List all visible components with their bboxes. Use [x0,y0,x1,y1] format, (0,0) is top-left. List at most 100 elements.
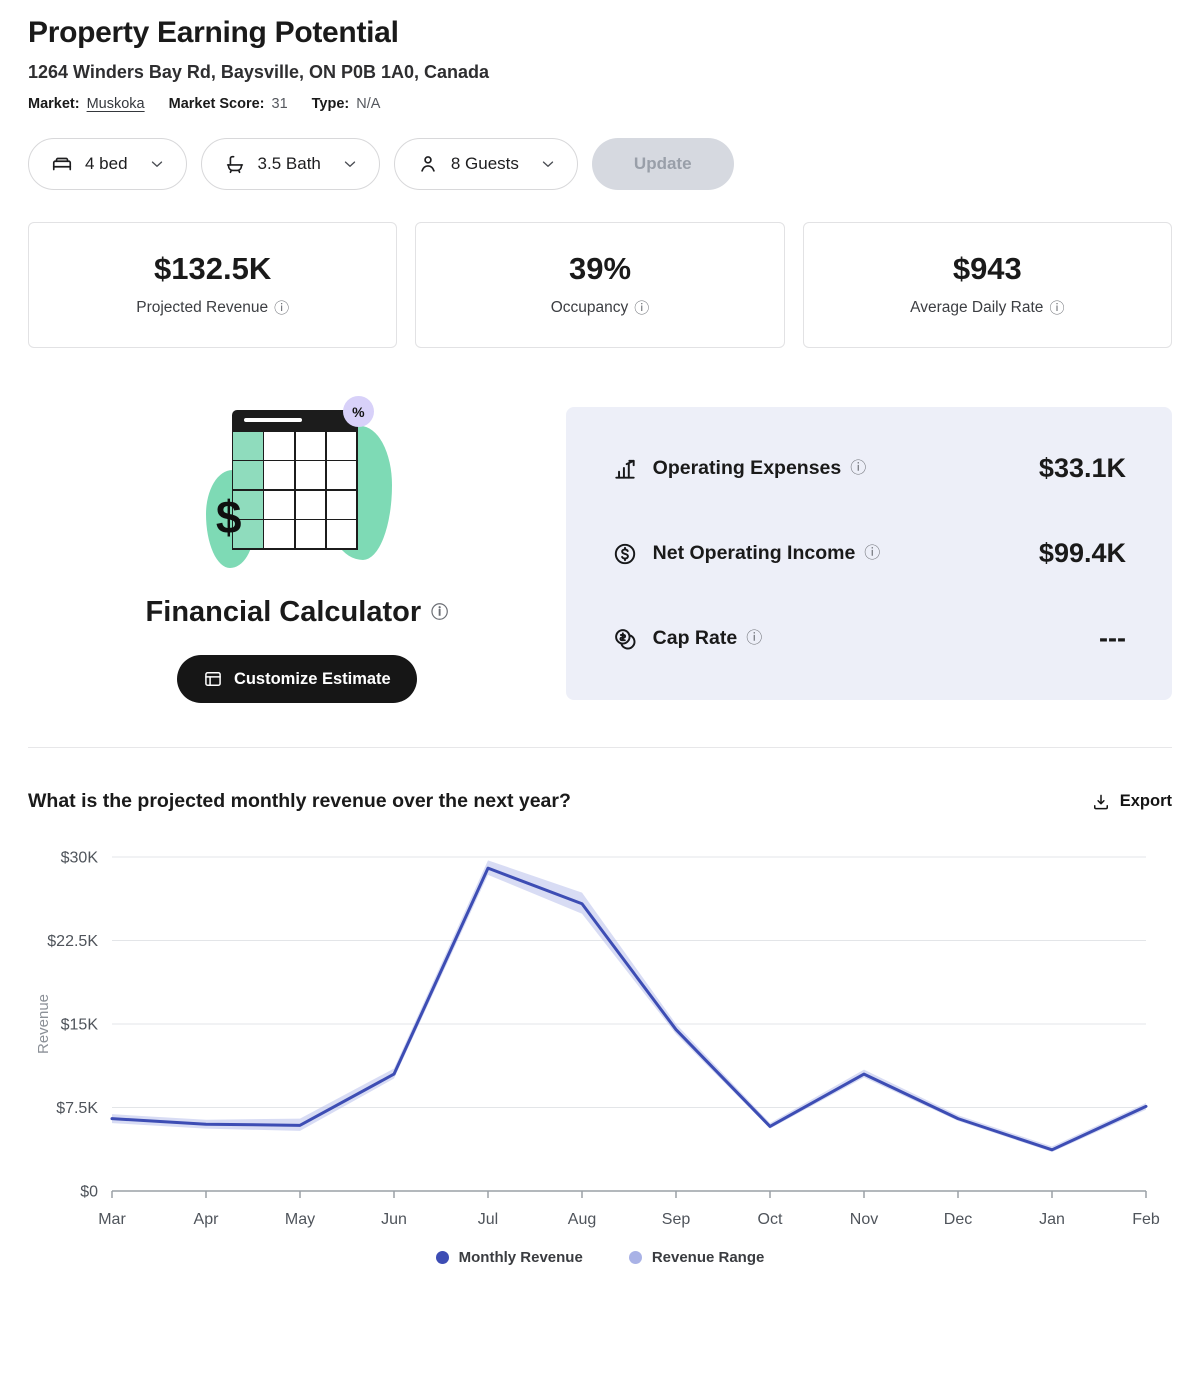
spreadsheet-graphic [231,410,358,550]
guests-value: 8 Guests [450,154,519,173]
stat-label-text: Occupancy [550,299,629,316]
chart-header: What is the projected monthly revenue ov… [28,790,1172,813]
info-icon[interactable]: ⓘ [634,299,650,317]
update-button[interactable]: Update [591,138,734,190]
net-operating-income-value: $99.4K [1038,538,1126,568]
financial-calculator-section: % $ Financial Calculator ⓘ Customize Est… [28,396,1172,703]
market-link[interactable]: Muskoka [86,96,145,112]
svg-text:Dec: Dec [944,1211,972,1228]
svg-text:$22.5K: $22.5K [47,933,98,950]
section-divider [28,747,1172,748]
chevron-down-icon [542,161,554,167]
cap-rate-row: Cap Rate ⓘ --- [612,623,1126,654]
cap-rate-value: --- [1099,623,1126,653]
net-operating-income-label: Net Operating Income [652,542,856,564]
legend-label: Revenue Range [651,1249,765,1266]
svg-text:$15K: $15K [61,1017,99,1034]
calculator-title: Financial Calculator [145,596,422,628]
info-icon[interactable]: ⓘ [1049,299,1065,317]
bath-icon [226,155,243,174]
beds-value: 4 bed [85,154,128,173]
page-title: Property Earning Potential [28,16,399,49]
svg-text:$0: $0 [80,1184,98,1201]
operating-expenses-row: Operating Expenses ⓘ $33.1K [612,453,1126,484]
financial-calculator-illustration: % $ [205,396,392,568]
stat-cards: $132.5K Projected Revenue ⓘ 39% Occupanc… [28,222,1172,348]
svg-text:May: May [285,1211,315,1228]
projected-revenue-label: Projected Revenue ⓘ [39,299,386,317]
svg-text:Jul: Jul [478,1211,498,1228]
percent-badge-icon: % [342,396,374,427]
filter-bar: 4 bed 3.5 Bath 8 Guests Update [28,138,1172,190]
expenses-chart-icon [615,459,635,479]
stat-label-text: Average Daily Rate [910,299,1044,316]
dollar-circle-icon [614,543,635,564]
beds-dropdown[interactable]: 4 bed [28,138,187,190]
financial-summary-panel: Operating Expenses ⓘ $33.1K Net Operatin… [565,407,1172,700]
svg-text:Mar: Mar [98,1211,126,1228]
market-label: Market: [28,96,80,112]
card-icon [205,672,221,686]
info-icon[interactable]: ⓘ [850,459,867,477]
svg-text:Oct: Oct [758,1211,783,1228]
legend-label: Monthly Revenue [458,1249,583,1266]
svg-text:Sep: Sep [662,1211,691,1228]
dollar-sign-icon: $ [215,491,242,543]
projected-revenue-value: $132.5K [154,251,272,286]
legend-monthly-revenue: Monthly Revenue [435,1249,583,1266]
type-label: Type: [311,96,350,112]
stat-label-text: Projected Revenue [136,299,269,316]
customize-estimate-label: Customize Estimate [233,669,391,688]
net-operating-income-row: Net Operating Income ⓘ $99.4K [612,538,1126,569]
export-label: Export [1119,792,1172,810]
operating-expenses-value: $33.1K [1038,453,1126,483]
baths-value: 3.5 Bath [257,154,321,173]
average-daily-rate-value: $943 [952,251,1022,286]
revenue-chart-container: $0 $7.5K $15K $22.5K $30K Mar Apr May Jun Jul Aug S… [28,841,1172,1267]
download-icon [1093,794,1108,809]
info-icon[interactable]: ⓘ [864,544,881,562]
type-value: N/A [356,96,381,112]
market-meta: Market: Muskoka Market Score: 31 Type: N… [28,96,1172,112]
chevron-down-icon [151,161,162,167]
info-icon[interactable]: ⓘ [274,299,290,317]
chevron-down-icon [344,161,356,167]
calculator-title-row: Financial Calculator ⓘ [146,596,449,629]
guests-dropdown[interactable]: 8 Guests [393,138,578,190]
svg-text:Feb: Feb [1132,1211,1160,1228]
legend-dot-revenue-range [628,1251,642,1264]
chart-question: What is the projected monthly revenue ov… [28,790,571,812]
spreadsheet-header [231,410,358,430]
bed-icon [52,157,72,171]
chart-legend: Monthly Revenue Revenue Range [28,1249,1172,1266]
person-icon [421,156,435,172]
svg-text:Revenue: Revenue [35,994,52,1054]
info-icon[interactable]: ⓘ [746,629,763,647]
info-icon[interactable]: ⓘ [431,603,449,622]
occupancy-label: Occupancy ⓘ [426,299,773,317]
legend-dot-monthly-revenue [435,1251,449,1264]
spreadsheet-grid [231,430,358,550]
operating-expenses-label: Operating Expenses [652,457,842,479]
cap-rate-label: Cap Rate [652,627,738,649]
market-score-label: Market Score: [168,96,265,112]
property-address: 1264 Winders Bay Rd, Baysville, ON P0B 1… [28,62,490,82]
baths-dropdown[interactable]: 3.5 Bath [200,138,380,190]
projected-revenue-card: $132.5K Projected Revenue ⓘ [28,222,398,348]
revenue-line-chart: $0 $7.5K $15K $22.5K $30K Mar Apr May Jun Jul Aug S… [35,850,1160,1229]
svg-text:Jun: Jun [381,1211,407,1228]
average-daily-rate-card: $943 Average Daily Rate ⓘ [802,222,1172,348]
average-daily-rate-label: Average Daily Rate ⓘ [814,299,1161,317]
spreadsheet-dash [243,418,302,422]
occupancy-value: 39% [568,251,632,286]
svg-text:Aug: Aug [568,1211,596,1228]
svg-text:Jan: Jan [1039,1211,1065,1228]
svg-text:$7.5K: $7.5K [56,1100,98,1117]
svg-text:$30K: $30K [61,850,99,867]
page: Property Earning Potential 1264 Winders … [28,16,1172,1267]
svg-text:Nov: Nov [850,1211,878,1228]
customize-estimate-button[interactable]: Customize Estimate [176,655,417,703]
export-button[interactable]: Export [1091,792,1172,812]
occupancy-card: 39% Occupancy ⓘ [415,222,785,348]
market-score-value: 31 [271,96,288,112]
